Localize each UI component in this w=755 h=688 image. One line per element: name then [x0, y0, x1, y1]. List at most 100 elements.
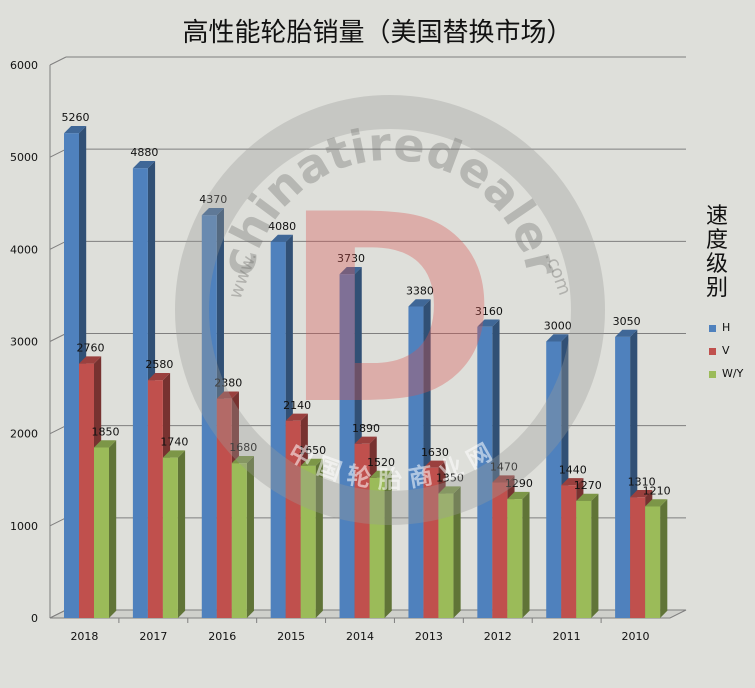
bar-front-face	[576, 500, 592, 618]
y-tick-label: 2000	[10, 428, 38, 441]
data-label: 2580	[145, 358, 173, 371]
bar-front-face	[339, 274, 355, 618]
x-tick-label: 2013	[415, 630, 443, 643]
bar-front-face	[162, 457, 178, 618]
x-tick-label: 2015	[277, 630, 305, 643]
data-label: 3000	[544, 320, 572, 333]
data-label: 4370	[199, 193, 227, 206]
bar-side-face	[109, 440, 117, 618]
data-label: 2140	[283, 399, 311, 412]
y-tick-label: 1000	[10, 520, 38, 533]
bar-top-face	[201, 208, 224, 216]
legend-title: 速度级别	[705, 204, 728, 301]
legend-label-v: V	[722, 344, 730, 357]
bar-top-face	[216, 391, 239, 399]
bar-front-face	[285, 420, 301, 618]
x-tick-label: 2016	[208, 630, 236, 643]
bar-front-face	[492, 482, 508, 618]
bar-wy	[300, 458, 323, 618]
bar-front-face	[369, 477, 385, 618]
bar-front-face	[507, 499, 523, 618]
data-label: 2380	[214, 377, 242, 390]
bar-wy	[94, 440, 117, 618]
bar-side-face	[522, 491, 530, 618]
bar-top-face	[94, 440, 117, 448]
bar-side-face	[246, 455, 254, 618]
data-label: 1270	[574, 479, 602, 492]
data-label: 4880	[130, 146, 158, 159]
bar-front-face	[354, 443, 370, 618]
bar-wy	[576, 493, 599, 618]
y-tick-label: 5000	[10, 151, 38, 164]
legend-label-wy: W/Y	[722, 367, 744, 380]
bar-top-face	[423, 460, 446, 468]
bar-top-face	[369, 470, 392, 478]
bar-top-face	[300, 458, 323, 466]
gridline-depth	[49, 240, 67, 250]
bar-wy	[438, 486, 461, 618]
bar-top-face	[492, 475, 515, 483]
bar-top-face	[645, 499, 668, 507]
bar-front-face	[64, 133, 79, 618]
bar-front-face	[438, 493, 454, 618]
bar-front-face	[546, 341, 562, 618]
bar-front-face	[147, 380, 163, 618]
data-label: 5260	[62, 111, 90, 124]
bar-wy	[162, 450, 186, 618]
bar-wy	[645, 499, 668, 618]
bar-top-face	[438, 486, 461, 494]
legend-item-h: H	[709, 321, 730, 334]
bar-wy	[369, 470, 392, 618]
legend-swatch-v	[709, 347, 716, 355]
bar-top-face	[576, 493, 599, 501]
x-tick-label: 2010	[622, 630, 650, 643]
bar-front-face	[216, 398, 232, 618]
bar-front-face	[300, 465, 316, 618]
bar-side-face	[315, 458, 323, 618]
bar-top-face	[147, 373, 171, 381]
gridline-depth	[49, 333, 67, 342]
legend-item-wy: W/Y	[709, 367, 743, 380]
bar-top-face	[507, 491, 530, 500]
data-label: 1440	[559, 463, 587, 476]
gridline-depth	[49, 517, 67, 527]
data-label: 3050	[613, 315, 641, 328]
data-label: 1630	[421, 446, 449, 459]
x-tick-label: 2012	[484, 630, 512, 643]
bar-top-face	[339, 267, 362, 275]
data-label: 1650	[298, 444, 326, 457]
bar-side-face	[177, 450, 186, 618]
data-label: 4080	[268, 220, 296, 233]
bar-wy	[507, 491, 530, 618]
bar-front-face	[477, 326, 493, 618]
bar-top-face	[231, 455, 254, 464]
bar-top-face	[270, 234, 293, 242]
data-label: 1740	[160, 436, 188, 449]
y-tick-label: 3000	[10, 336, 38, 349]
bar-side-face	[453, 486, 461, 618]
data-label: 1290	[505, 477, 533, 490]
bar-front-face	[423, 467, 439, 618]
x-tick-label: 2017	[139, 630, 167, 643]
bar-top-face	[615, 329, 638, 337]
bar-top-face	[79, 356, 102, 364]
x-tick-label: 2011	[553, 630, 581, 643]
legend: 速度级别 H V W/Y	[705, 204, 743, 381]
bar-front-face	[630, 497, 646, 618]
bar-top-face	[354, 436, 377, 444]
data-label: 3160	[475, 305, 503, 318]
data-label: 1520	[367, 456, 395, 469]
data-label: 2760	[77, 342, 105, 355]
bar-top-face	[477, 319, 500, 327]
bar-wy	[231, 455, 254, 618]
bar-front-face	[645, 506, 661, 618]
x-tick-label: 2018	[70, 630, 98, 643]
bar-top-face	[561, 478, 584, 486]
bar-front-face	[270, 241, 286, 618]
data-label: 1310	[628, 475, 656, 488]
bar-top-face	[546, 334, 569, 342]
bar-side-face	[660, 499, 668, 618]
bar-top-face	[630, 490, 653, 498]
bar-top-face	[132, 161, 156, 169]
